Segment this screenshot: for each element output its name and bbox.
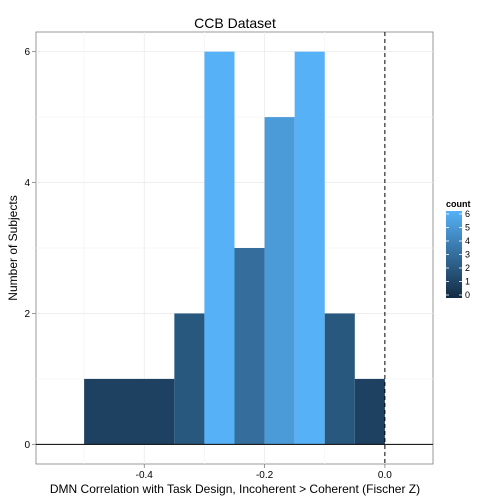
x-axis-ticks: -0.4 -0.2 0.0 <box>136 464 392 481</box>
chart-title: CCB Dataset <box>194 15 276 31</box>
histogram-bar <box>204 51 235 445</box>
legend-tick-label: 4 <box>465 236 470 246</box>
legend-ticks: 6 5 4 3 2 1 0 <box>446 209 470 300</box>
histogram-bar <box>234 248 265 445</box>
x-tick-label: -0.4 <box>136 470 154 481</box>
histogram-bars <box>84 51 385 445</box>
histogram-bar <box>294 51 325 445</box>
legend-tick-label: 6 <box>465 209 470 219</box>
legend-title: count <box>446 199 471 209</box>
histogram-bar <box>174 313 205 445</box>
y-axis-label: Number of Subjects <box>6 195 20 300</box>
histogram-bar <box>84 378 175 445</box>
legend-tick-label: 0 <box>465 290 470 300</box>
legend-colorbar <box>446 211 462 298</box>
histogram-bar <box>354 378 385 445</box>
legend: count 6 5 4 3 2 1 0 <box>446 199 471 300</box>
x-axis-label: DMN Correlation with Task Design, Incohe… <box>50 482 420 496</box>
x-tick-label: 0.0 <box>378 470 392 481</box>
y-tick-label: 6 <box>24 47 30 58</box>
legend-tick-label: 1 <box>465 277 470 287</box>
legend-tick-label: 3 <box>465 250 470 260</box>
x-tick-label: -0.2 <box>256 470 274 481</box>
y-tick-label: 4 <box>24 178 30 189</box>
histogram-bar <box>264 117 295 445</box>
y-axis-ticks: 0 2 4 6 <box>24 47 36 451</box>
legend-tick-label: 5 <box>465 223 470 233</box>
y-tick-label: 2 <box>24 309 30 320</box>
legend-tick-label: 2 <box>465 263 470 273</box>
reference-line-group <box>36 32 433 464</box>
y-tick-label: 0 <box>24 440 30 451</box>
histogram-bar <box>324 313 355 445</box>
